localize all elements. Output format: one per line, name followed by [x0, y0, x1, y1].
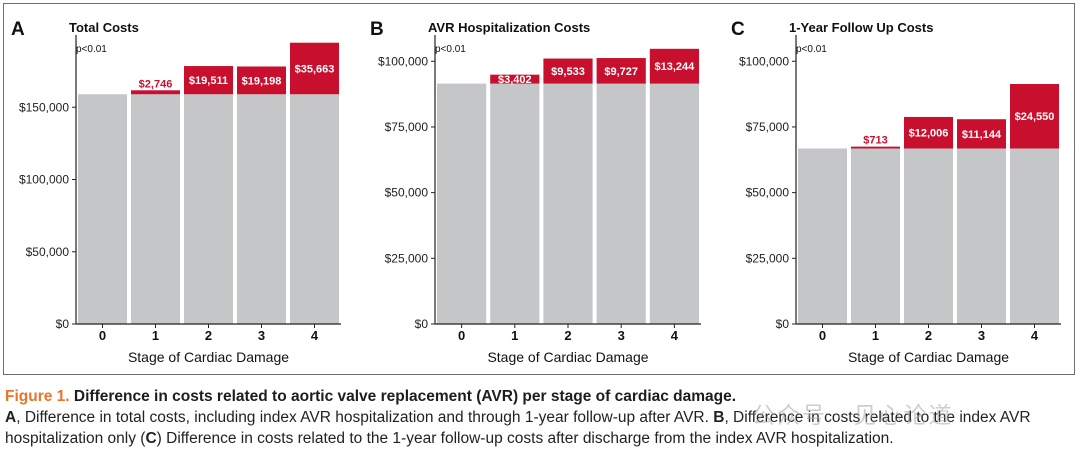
- panel-a-xtick-label: 4: [311, 328, 319, 343]
- panel-b-ytick-label: $100,000: [378, 54, 428, 68]
- panel-a-ytick-label: $0: [56, 317, 70, 331]
- panel-c-bar-base-4: [1010, 148, 1059, 324]
- panel-a-title: Total Costs: [69, 20, 139, 35]
- panel-a-bar-label-2: $19,511: [189, 75, 228, 87]
- panel-a-bar-label-1: $2,746: [139, 78, 173, 90]
- panel-c-bar-diff-4: [1010, 83, 1059, 149]
- panel-b-xtick-label: 2: [564, 328, 571, 343]
- panel-a-bar-diff-2: [184, 66, 233, 95]
- caption-text-a: , Difference in total costs, including i…: [16, 409, 714, 426]
- panel-a-bar-diff-3: [237, 66, 286, 95]
- panel-a-bar-base-4: [290, 94, 339, 325]
- panel-c-xtick-label: 0: [819, 328, 826, 343]
- panel-a-xtick-label: 0: [99, 328, 106, 343]
- panel-c-bar-label-4: $24,550: [1015, 111, 1055, 123]
- panel-b-bar-label-1: $3,402: [498, 74, 532, 86]
- panel-a-bar-base-1: [131, 94, 180, 325]
- panel-c-bar-base-3: [957, 148, 1006, 324]
- panel-c-xtick-label: 4: [1031, 328, 1039, 343]
- panel-c-pvalue: p<0.01: [796, 44, 827, 55]
- caption-text-b: , Difference in costs related to the ind…: [5, 409, 1031, 447]
- panel-c-ytick-label: $0: [776, 317, 790, 331]
- panel-b-bar-base-3: [596, 83, 646, 324]
- panel-c-bar-label-2: $12,006: [909, 128, 949, 140]
- panel-a-ytick-label: $50,000: [26, 245, 70, 259]
- panel-a-pvalue: p<0.01: [76, 44, 107, 55]
- caption-letter-a: A: [5, 409, 17, 426]
- panel-c-title: 1-Year Follow Up Costs: [789, 20, 933, 35]
- panel-b-letter: B: [370, 19, 384, 40]
- panel-c-bar-base-1: [851, 148, 900, 324]
- caption-figure-label: Figure 1.: [5, 388, 70, 405]
- panel-c-xlabel: Stage of Cardiac Damage: [848, 349, 1009, 365]
- panel-c-ytick-label: $75,000: [746, 120, 790, 134]
- panel-b-bar-base-1: [490, 83, 540, 324]
- panel-b-bar-diff-2: [543, 58, 593, 84]
- panel-a-bar-label-3: $19,198: [242, 75, 282, 87]
- panel-c-xtick-label: 2: [925, 328, 932, 343]
- panel-c-letter: C: [731, 19, 745, 40]
- panel-c-ytick-label: $100,000: [739, 54, 789, 68]
- panel-a-ytick-label: $100,000: [19, 173, 69, 187]
- panel-a-bar-base-2: [184, 94, 233, 325]
- caption-text-c: ) Difference in costs related to the 1-y…: [156, 430, 894, 447]
- panel-b-bar-label-4: $13,244: [655, 61, 696, 73]
- panel-b-xtick-label: 4: [671, 328, 679, 343]
- panel-a-xlabel: Stage of Cardiac Damage: [128, 349, 289, 365]
- panel-b-bar-base-0: [437, 83, 487, 324]
- figure-frame: [3, 3, 1075, 375]
- panel-b-ytick-label: $25,000: [385, 251, 429, 265]
- caption-body: A, Difference in total costs, including …: [5, 407, 1075, 449]
- panel-c-bar-label-1: $713: [863, 135, 887, 147]
- panel-c-bar-base-2: [904, 148, 953, 324]
- panel-a-bar-base-0: [78, 94, 127, 325]
- panel-b-pvalue: p<0.01: [435, 44, 466, 55]
- panel-b-title: AVR Hospitalization Costs: [428, 20, 590, 35]
- panel-b-bar-base-4: [649, 83, 699, 324]
- panel-b-bar-diff-1: [490, 74, 540, 84]
- panel-b-ytick-label: $0: [415, 317, 429, 331]
- panel-c-bar-diff-3: [957, 119, 1006, 149]
- panel-c-bar-base-0: [798, 148, 847, 324]
- panel-a-bar-diff-4: [290, 42, 339, 95]
- panel-b-bar-label-3: $9,727: [604, 66, 638, 78]
- panel-a-bar-diff-1: [131, 90, 180, 95]
- panel-b-xlabel: Stage of Cardiac Damage: [487, 349, 648, 365]
- caption-letter-b: B: [713, 409, 725, 426]
- panel-b-bar-base-2: [543, 83, 593, 324]
- panel-a-xtick-label: 3: [258, 328, 265, 343]
- panel-b-xtick-label: 0: [458, 328, 465, 343]
- panel-c-bar-diff-2: [904, 116, 953, 149]
- panel-a-xtick-label: 2: [205, 328, 212, 343]
- panel-a-letter: A: [11, 19, 25, 40]
- panel-b-xtick-label: 1: [511, 328, 518, 343]
- figure-caption: Figure 1. Difference in costs related to…: [5, 386, 1075, 449]
- panel-b-xtick-label: 3: [618, 328, 625, 343]
- chart-figure: A Total Costs p<0.01 $2,746 $19,511 $19,198 $3…: [11, 19, 1061, 365]
- panel-c-bar-diff-1: [851, 146, 900, 149]
- caption-title: Difference in costs related to aortic va…: [73, 388, 737, 405]
- panel-b-bar-label-2: $9,533: [551, 66, 585, 78]
- caption-letter-c: C: [145, 430, 157, 447]
- panel-c-xtick-label: 1: [872, 328, 879, 343]
- panel-a-bar-label-4: $35,663: [295, 63, 335, 75]
- watermark: 公众号 · 见心论道: [752, 402, 954, 428]
- panel-b-bar-diff-4: [649, 48, 699, 84]
- panel-c-ytick-label: $25,000: [746, 251, 790, 265]
- panel-a-bar-base-3: [237, 94, 286, 325]
- panel-c-ytick-label: $50,000: [746, 186, 790, 200]
- panel-a-xtick-label: 1: [152, 328, 159, 343]
- panel-b-ytick-label: $50,000: [385, 186, 429, 200]
- panel-c-xtick-label: 3: [978, 328, 985, 343]
- panel-b-bar-diff-3: [596, 58, 646, 84]
- panel-c-bar-label-3: $11,144: [962, 129, 1002, 141]
- caption-heading: Figure 1. Difference in costs related to…: [5, 386, 1075, 407]
- panel-b-ytick-label: $75,000: [385, 120, 429, 134]
- panel-a-ytick-label: $150,000: [19, 100, 69, 114]
